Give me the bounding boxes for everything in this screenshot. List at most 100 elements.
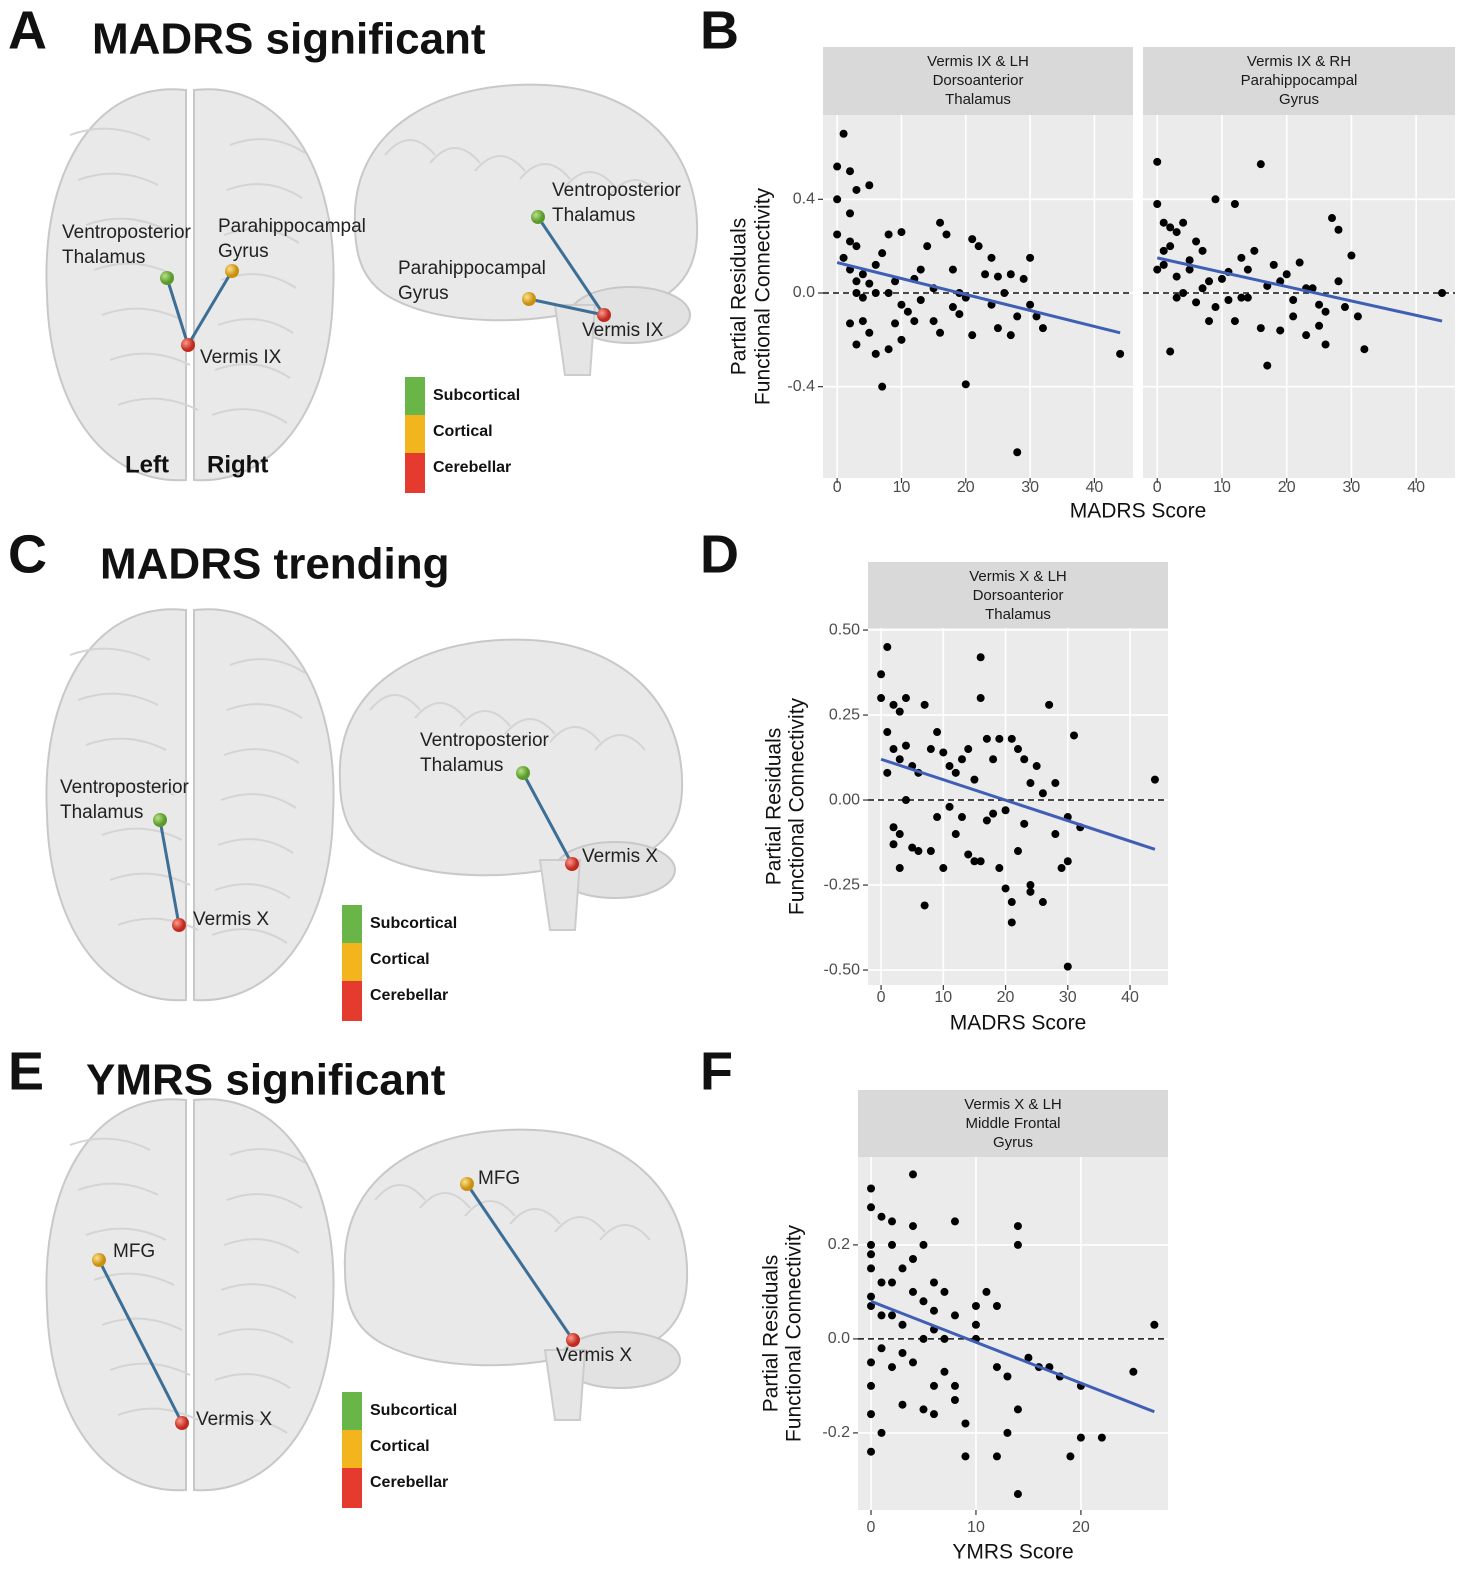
point bbox=[867, 1292, 876, 1301]
y-tick-label: 0.0 bbox=[793, 284, 815, 301]
point bbox=[1256, 324, 1265, 333]
brain-sulcus bbox=[217, 318, 294, 334]
brain-sulcus bbox=[117, 1407, 199, 1421]
point bbox=[897, 335, 906, 344]
point bbox=[1076, 1433, 1085, 1442]
point bbox=[982, 734, 991, 743]
point bbox=[1321, 340, 1330, 349]
point bbox=[923, 242, 932, 251]
point bbox=[920, 901, 929, 910]
point bbox=[1057, 864, 1066, 873]
point bbox=[970, 857, 979, 866]
point bbox=[1019, 274, 1028, 283]
point bbox=[1211, 195, 1220, 204]
point bbox=[919, 1297, 928, 1306]
x-tick-label: 20 bbox=[1072, 1519, 1090, 1536]
brain-sulcus bbox=[549, 726, 601, 743]
strip-title: Vermis IX & LH bbox=[927, 53, 1029, 70]
y-tick-label: 0.50 bbox=[829, 621, 860, 638]
point bbox=[1097, 1433, 1106, 1442]
point bbox=[1172, 272, 1181, 281]
point bbox=[970, 775, 979, 784]
strip-title: Vermis IX & RH bbox=[1247, 53, 1351, 70]
point bbox=[908, 1358, 917, 1367]
brain-sulcus bbox=[429, 147, 481, 164]
point bbox=[968, 331, 977, 340]
brain-hemisphere bbox=[45, 608, 187, 1002]
point bbox=[871, 260, 880, 269]
point bbox=[939, 864, 948, 873]
region-label: Vermis IX bbox=[200, 347, 282, 368]
point bbox=[895, 864, 904, 873]
legend-swatch bbox=[405, 377, 425, 415]
brain-sulcus bbox=[77, 692, 159, 706]
x-tick-label: 20 bbox=[957, 479, 975, 496]
point bbox=[950, 1311, 959, 1320]
point bbox=[948, 265, 957, 274]
legend-swatch bbox=[405, 415, 425, 453]
brain-sulcus bbox=[226, 1193, 303, 1209]
strip-title: Vermis X & LH bbox=[964, 1096, 1062, 1113]
point bbox=[933, 813, 942, 822]
brain-cerebrum bbox=[353, 83, 699, 322]
point bbox=[971, 1320, 980, 1329]
x-tick-label: 10 bbox=[893, 479, 911, 496]
point bbox=[1347, 251, 1356, 260]
point bbox=[833, 195, 842, 204]
brain-sulcus bbox=[93, 782, 175, 796]
brain-sulcus bbox=[419, 1192, 471, 1209]
point bbox=[1315, 321, 1324, 330]
point bbox=[884, 345, 893, 354]
point bbox=[1032, 312, 1041, 321]
point bbox=[936, 328, 945, 337]
point bbox=[929, 317, 938, 326]
point bbox=[833, 230, 842, 239]
point bbox=[1328, 214, 1337, 223]
point bbox=[867, 1447, 876, 1456]
point bbox=[903, 307, 912, 316]
point bbox=[901, 694, 910, 703]
legend-swatch bbox=[342, 943, 362, 981]
point bbox=[1172, 293, 1181, 302]
fit-line bbox=[880, 757, 1156, 851]
point bbox=[877, 1311, 886, 1320]
y-tick-label: -0.25 bbox=[824, 876, 861, 893]
point bbox=[1159, 218, 1168, 227]
point bbox=[883, 728, 892, 737]
point bbox=[933, 728, 942, 737]
point bbox=[1185, 256, 1194, 265]
region-label: Gyrus bbox=[398, 283, 449, 304]
point bbox=[839, 253, 848, 262]
x-tick-label: 10 bbox=[934, 989, 952, 1006]
point bbox=[846, 209, 855, 218]
point bbox=[897, 228, 906, 237]
point bbox=[1063, 857, 1072, 866]
point bbox=[992, 1452, 1001, 1461]
point bbox=[929, 1306, 938, 1315]
panel-title: MADRS significant bbox=[92, 15, 486, 64]
point bbox=[867, 1264, 876, 1273]
y-axis-label: Functional Connectivity bbox=[783, 1224, 806, 1442]
region-label: Ventroposterior bbox=[552, 180, 682, 201]
panel-title: YMRS significant bbox=[86, 1056, 446, 1105]
point bbox=[1020, 819, 1029, 828]
point bbox=[964, 745, 973, 754]
point bbox=[1024, 1353, 1033, 1362]
point bbox=[1013, 1405, 1022, 1414]
brain-sulcus bbox=[374, 1184, 426, 1201]
point bbox=[1237, 253, 1246, 262]
point bbox=[871, 288, 880, 297]
legend-label: Subcortical bbox=[370, 915, 457, 932]
strip bbox=[1143, 47, 1455, 115]
strip-title: Middle Frontal bbox=[965, 1115, 1060, 1132]
point bbox=[1153, 157, 1162, 166]
point bbox=[878, 249, 887, 258]
point bbox=[888, 1278, 897, 1287]
point bbox=[1250, 246, 1259, 255]
point bbox=[867, 1203, 876, 1212]
panel-letter: A bbox=[8, 0, 47, 60]
point bbox=[1166, 242, 1175, 251]
point bbox=[1070, 731, 1079, 740]
point bbox=[895, 755, 904, 764]
point bbox=[1256, 160, 1265, 169]
